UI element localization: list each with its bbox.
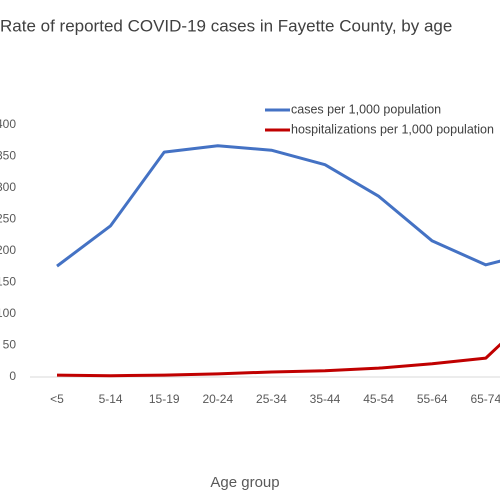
x-tick-label: 45-54 (363, 392, 394, 406)
y-tick-label: 400 (0, 117, 16, 131)
y-tick-label: 250 (0, 212, 16, 226)
y-tick-label: 150 (0, 275, 16, 289)
y-tick-label: 100 (0, 306, 16, 320)
y-tick-label: 0 (9, 369, 16, 383)
x-tick-label: 55-64 (417, 392, 448, 406)
x-tick-label: 20-24 (202, 392, 233, 406)
x-tick-label: 5-14 (99, 392, 123, 406)
x-tick-label: <5 (50, 392, 64, 406)
series-line (56, 342, 500, 378)
x-tick-label: 35-44 (310, 392, 341, 406)
legend-label: hospitalizations per 1,000 population (291, 122, 494, 136)
y-tick-label: 200 (0, 243, 16, 257)
chart-title: Rate of reported COVID-19 cases in Fayet… (0, 16, 452, 35)
series-line (56, 144, 500, 268)
x-tick-label: 25-34 (256, 392, 287, 406)
x-axis-title: Age group (210, 474, 279, 491)
legend-label: cases per 1,000 population (291, 102, 441, 116)
x-tick-label: 65-74 (470, 392, 500, 406)
x-tick-label: 15-19 (149, 392, 180, 406)
y-tick-label: 50 (3, 338, 17, 352)
y-tick-label: 300 (0, 180, 16, 194)
y-tick-label: 350 (0, 149, 16, 163)
